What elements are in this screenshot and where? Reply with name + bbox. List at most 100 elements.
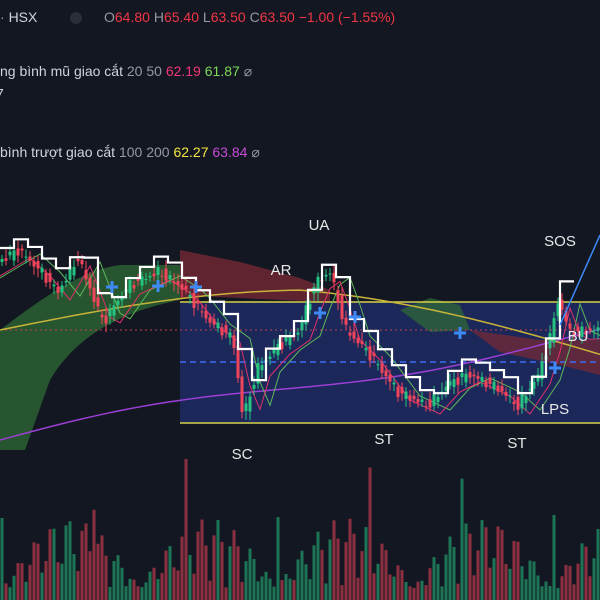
volume (576, 563, 580, 600)
volume (536, 575, 540, 600)
volume (400, 570, 404, 600)
volume (120, 567, 124, 600)
volume (148, 571, 152, 600)
volume (68, 521, 72, 600)
ohlc-value: 65.40 (164, 9, 199, 25)
indicator-value: 62.19 (166, 63, 201, 79)
volume (228, 546, 232, 600)
candle (244, 403, 248, 412)
annotation: SC (232, 446, 253, 463)
volume (24, 581, 28, 600)
volume (264, 571, 268, 600)
volume (504, 563, 508, 600)
volume (28, 564, 32, 600)
indicator-value: 63.84 (212, 144, 247, 160)
volume (300, 550, 304, 600)
volume (132, 579, 136, 600)
ohlc-value: 63.50 (260, 9, 295, 25)
volume (112, 561, 116, 600)
volume (156, 579, 160, 600)
volume (332, 520, 336, 600)
candle (152, 273, 156, 277)
annotation: BU (568, 328, 589, 345)
volume (468, 533, 472, 600)
candle (120, 296, 124, 301)
volume (488, 567, 492, 600)
candle (184, 285, 188, 290)
ohlc-key: H (154, 9, 164, 25)
volume (176, 570, 180, 600)
candle (188, 294, 192, 298)
volume (292, 580, 296, 600)
candle (128, 280, 132, 294)
volume (32, 542, 36, 600)
volume (404, 582, 408, 600)
candle (12, 250, 16, 261)
volume (380, 543, 384, 600)
ma-line (0, 257, 600, 415)
volume (444, 554, 448, 600)
candle (376, 364, 380, 366)
signal (314, 307, 326, 319)
annotation: AR (271, 262, 292, 279)
candle (392, 382, 396, 385)
candle (436, 396, 440, 403)
candle (112, 305, 116, 316)
candle (224, 325, 228, 333)
volume (516, 541, 520, 600)
ohlc-key: C (250, 9, 260, 25)
indicator-params: 100 200 (119, 144, 170, 160)
volume (144, 582, 148, 600)
volume (240, 581, 244, 600)
plot (0, 234, 600, 600)
candle (568, 323, 572, 329)
candle (324, 274, 328, 277)
icon: ⌀ (251, 144, 259, 160)
volume (520, 566, 524, 600)
volume (60, 563, 64, 600)
candle (304, 305, 308, 325)
volume (484, 527, 488, 600)
volume (216, 519, 220, 600)
candle (148, 275, 152, 278)
candle (176, 280, 180, 285)
volume (276, 517, 280, 600)
volume (572, 584, 576, 600)
candle (20, 248, 24, 251)
volume (76, 570, 80, 600)
ohlc-key: O (104, 9, 115, 25)
volume (356, 577, 360, 600)
candle (136, 278, 140, 281)
candle (164, 268, 168, 281)
candle (4, 258, 8, 261)
candle (540, 361, 544, 380)
volume (508, 568, 512, 600)
volume (464, 523, 468, 600)
candle (180, 284, 184, 290)
volume (440, 586, 444, 600)
candle (248, 396, 252, 412)
volume (312, 545, 316, 600)
volume (256, 581, 260, 600)
candle (340, 295, 344, 320)
volume (428, 568, 432, 600)
trend-line (0, 238, 574, 395)
candle (300, 321, 304, 331)
candle (532, 381, 536, 389)
volume (192, 573, 196, 600)
ohlc-key: L (203, 9, 211, 25)
candle (316, 276, 320, 293)
candle (408, 395, 412, 401)
volume (152, 567, 156, 600)
candle (332, 272, 336, 283)
candle (100, 314, 104, 318)
candle (400, 386, 404, 394)
candle (108, 308, 112, 317)
volume (268, 578, 272, 600)
candle (456, 377, 460, 385)
volume (540, 586, 544, 600)
volume (460, 478, 464, 600)
volume (596, 528, 600, 600)
candle (536, 374, 540, 382)
